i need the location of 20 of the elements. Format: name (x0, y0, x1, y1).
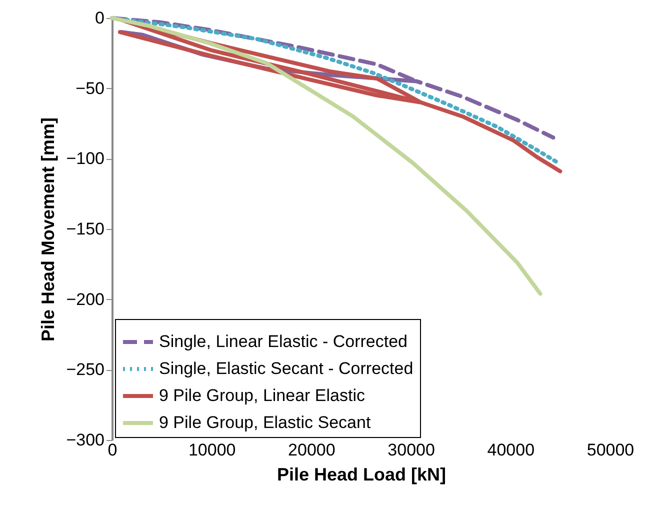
y-tick-label: −100 (66, 149, 104, 168)
x-tick-label: 30000 (388, 440, 435, 460)
x-tick-label: 10000 (188, 440, 236, 460)
x-tick-label: 40000 (487, 440, 535, 460)
legend-label: Single, Elastic Secant - Corrected (159, 359, 414, 378)
x-tick-label: 0 (108, 440, 118, 460)
y-tick-label: −250 (66, 360, 104, 380)
y-axis-title: Pile Head Movement [mm] (38, 117, 58, 342)
y-tick-label: −300 (66, 430, 104, 450)
y-tick-label: −200 (66, 290, 104, 309)
x-tick-label: 20000 (288, 440, 336, 460)
y-tick-label: 0 (95, 8, 104, 28)
legend-label: Single, Linear Elastic - Corrected (159, 332, 408, 351)
x-tick-label: 50000 (586, 440, 634, 460)
line-series (110, 16, 542, 296)
legend-label: 9 Pile Group, Linear Elastic (159, 386, 366, 405)
legend-label: 9 Pile Group, Elastic Secant (159, 413, 371, 432)
x-axis-title: Pile Head Load [kN] (276, 464, 446, 484)
y-tick-label: −50 (76, 78, 104, 98)
y-tick-label: −150 (66, 220, 104, 238)
